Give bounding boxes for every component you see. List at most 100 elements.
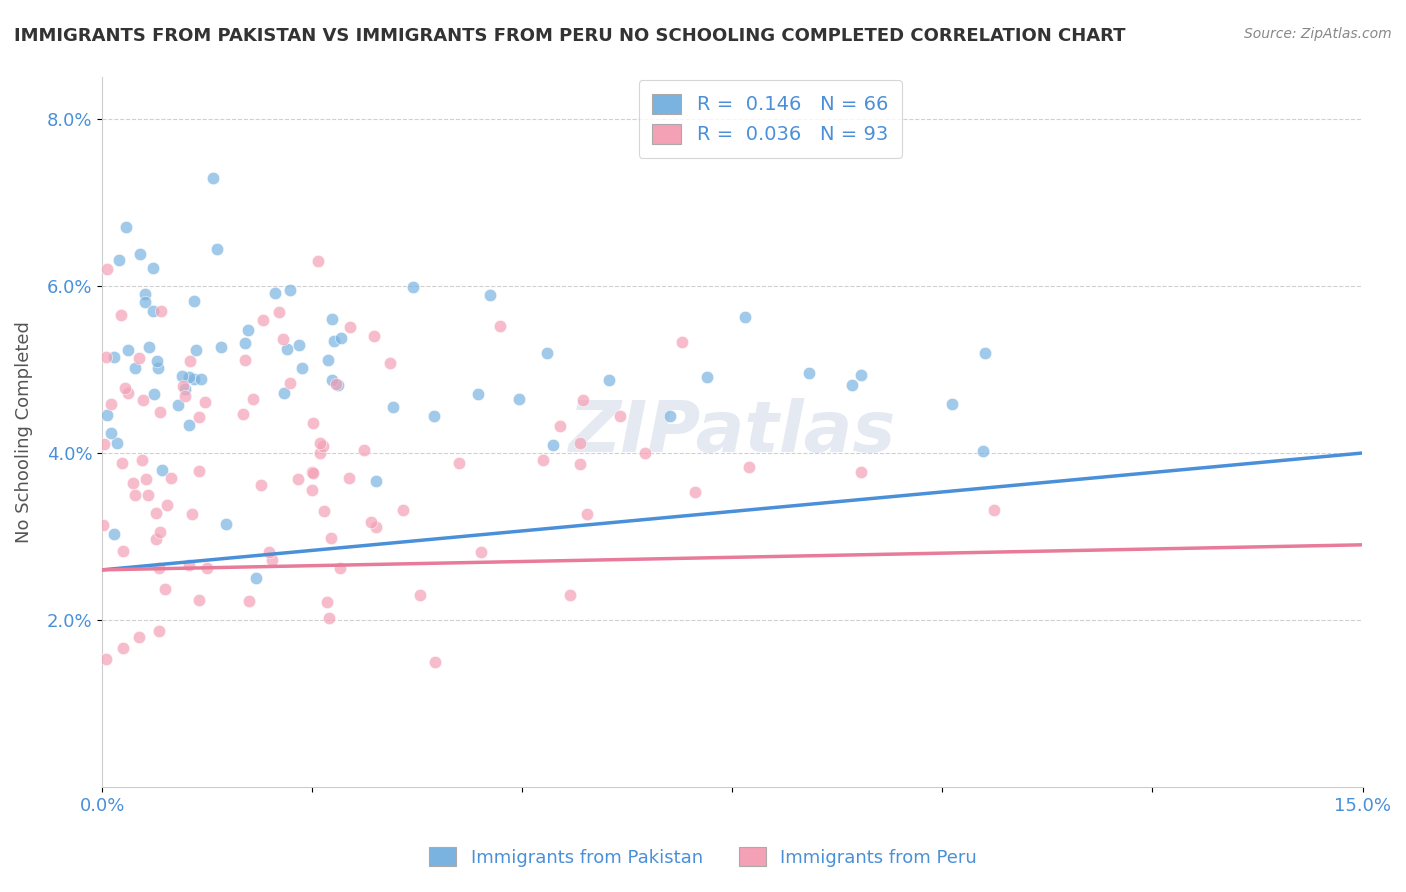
Point (149, 304, 172, 318)
Point (103, 527, 125, 541)
Point (531, 453, 554, 467)
Point (179, 353, 201, 368)
Point (233, 335, 256, 350)
Text: ZIPatlas: ZIPatlas (568, 398, 896, 467)
Point (186, 343, 208, 357)
Point (974, 346, 997, 360)
Point (124, 488, 146, 502)
Point (179, 369, 201, 384)
Point (94, 351, 117, 365)
Point (508, 392, 530, 406)
Point (467, 387, 489, 401)
Point (307, 254, 329, 268)
Point (100, 425, 122, 440)
Point (360, 516, 382, 530)
Point (181, 507, 204, 521)
Point (302, 467, 325, 481)
Point (337, 471, 360, 485)
Point (103, 350, 125, 364)
Point (152, 462, 174, 476)
Point (149, 405, 172, 419)
Point (278, 376, 301, 390)
Point (142, 387, 165, 401)
Point (138, 340, 160, 354)
Point (536, 346, 558, 360)
Point (575, 507, 598, 521)
Point (128, 351, 150, 366)
Point (658, 409, 681, 423)
Point (325, 377, 347, 392)
Point (276, 342, 298, 356)
Point (148, 561, 170, 575)
Point (160, 471, 183, 485)
Point (316, 595, 339, 609)
Point (569, 436, 592, 450)
Point (409, 588, 432, 602)
Point (363, 329, 385, 343)
Point (634, 446, 657, 460)
Point (156, 498, 179, 512)
Point (114, 220, 136, 235)
Point (572, 392, 595, 407)
Point (252, 312, 274, 326)
Point (301, 465, 323, 479)
Point (183, 293, 205, 308)
Point (96, 409, 118, 423)
Point (209, 340, 232, 354)
Point (353, 443, 375, 458)
Point (233, 353, 256, 368)
Point (683, 485, 706, 500)
Point (238, 323, 260, 337)
Point (983, 503, 1005, 517)
Point (117, 386, 139, 401)
Point (401, 279, 423, 293)
Point (423, 655, 446, 669)
Y-axis label: No Schooling Completed: No Schooling Completed (15, 321, 32, 543)
Point (329, 561, 352, 575)
Point (696, 369, 718, 384)
Point (194, 395, 217, 409)
Point (302, 416, 325, 430)
Point (134, 294, 156, 309)
Point (187, 593, 209, 607)
Point (114, 381, 136, 395)
Point (972, 443, 994, 458)
Point (449, 456, 471, 470)
Point (478, 288, 501, 302)
Point (287, 473, 309, 487)
Point (135, 472, 157, 486)
Point (238, 594, 260, 608)
Point (849, 466, 872, 480)
Point (249, 478, 271, 492)
Point (166, 398, 188, 412)
Point (111, 641, 134, 656)
Point (312, 504, 335, 518)
Point (558, 588, 581, 602)
Point (849, 368, 872, 382)
Point (145, 506, 167, 520)
Point (309, 445, 332, 459)
Point (381, 400, 404, 414)
Point (734, 310, 756, 325)
Point (339, 320, 361, 334)
Point (131, 453, 153, 467)
Point (671, 334, 693, 349)
Point (153, 582, 176, 596)
Point (188, 464, 211, 478)
Point (110, 308, 132, 322)
Point (322, 334, 344, 348)
Point (136, 488, 159, 502)
Legend: R =  0.146   N = 66, R =  0.036   N = 93: R = 0.146 N = 66, R = 0.036 N = 93 (638, 80, 901, 158)
Point (96, 261, 118, 276)
Point (190, 372, 212, 386)
Point (148, 624, 170, 639)
Point (271, 332, 294, 346)
Point (148, 361, 170, 376)
Point (488, 318, 510, 333)
Point (273, 386, 295, 401)
Point (309, 436, 332, 450)
Point (108, 252, 131, 267)
Legend: Immigrants from Pakistan, Immigrants from Peru: Immigrants from Pakistan, Immigrants fro… (422, 840, 984, 874)
Point (278, 283, 301, 297)
Point (321, 312, 343, 326)
